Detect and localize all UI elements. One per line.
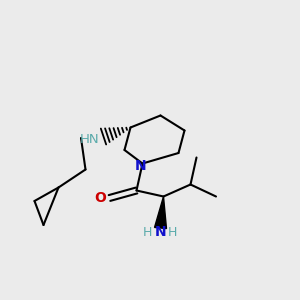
Text: O: O (94, 191, 106, 205)
Text: H: H (168, 226, 177, 239)
Text: N: N (135, 160, 147, 173)
Polygon shape (154, 196, 166, 229)
Text: HN: HN (80, 133, 100, 146)
Text: N: N (155, 226, 166, 239)
Text: H: H (142, 226, 152, 239)
